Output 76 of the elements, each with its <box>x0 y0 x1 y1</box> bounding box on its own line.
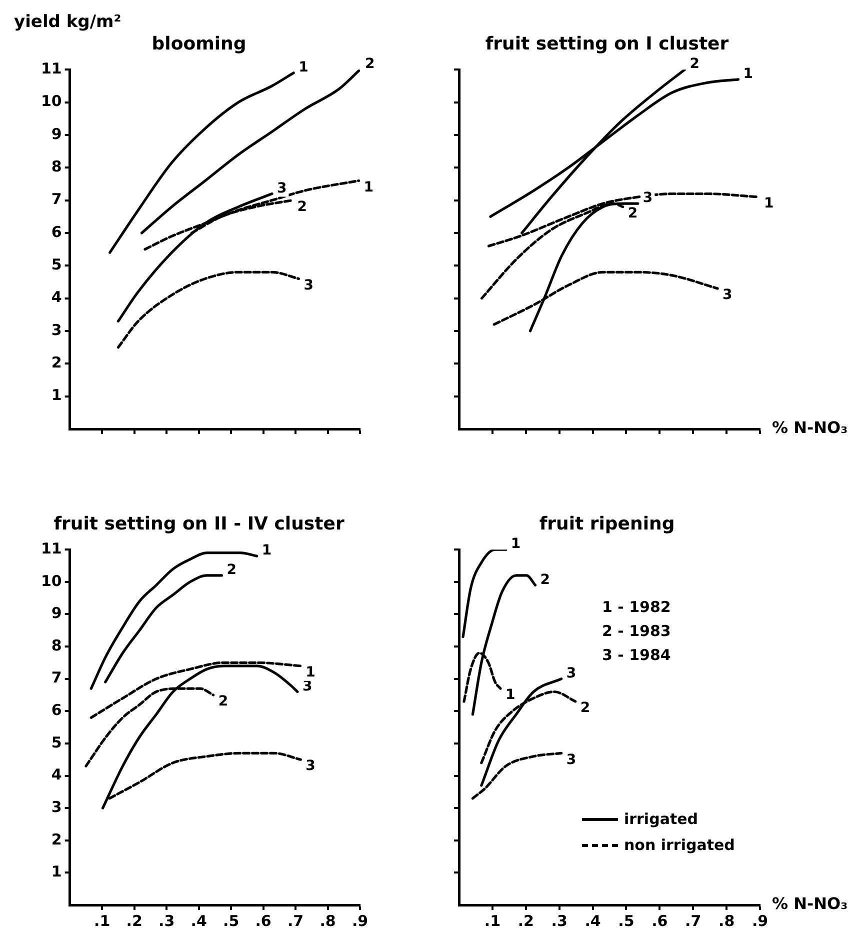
series-label: 1 <box>306 664 316 681</box>
y-tick-label: 6 <box>51 701 62 720</box>
x-tick-label: .6 <box>652 912 668 930</box>
series-label: 1 <box>743 66 754 82</box>
annotation: irrigated <box>624 810 698 828</box>
series-label: 1 <box>298 60 308 76</box>
series-label: 3 <box>722 287 732 304</box>
y-tick-label: 9 <box>51 124 62 143</box>
series-label: 2 <box>365 56 375 72</box>
y-axis-title: yield kg/m² <box>14 12 122 32</box>
chart-title: fruit setting on II - IV cluster <box>54 513 344 534</box>
y-tick-label: 4 <box>51 288 62 306</box>
x-tick-label: .3 <box>551 912 568 930</box>
y-tick-label: 1 <box>51 386 62 404</box>
y-tick-label: 9 <box>51 604 62 622</box>
x-axis-title: % N-NO₃ <box>772 418 848 438</box>
y-tick-label: 8 <box>51 636 62 654</box>
series-label: 3 <box>566 752 576 768</box>
series-label: 3 <box>304 277 314 294</box>
annotation: 1 - 1982 <box>602 598 671 616</box>
series-label: 3 <box>276 180 287 196</box>
chart-title: blooming <box>152 33 246 54</box>
series-label: 3 <box>642 190 653 206</box>
series-label: 1 <box>364 179 374 196</box>
x-tick-label: .5 <box>618 912 634 930</box>
y-tick-label: 3 <box>51 320 62 339</box>
annotation: non irrigated <box>624 836 735 854</box>
x-tick-label: .9 <box>352 912 368 930</box>
x-tick-label: .1 <box>94 912 110 930</box>
y-tick-label: 5 <box>51 256 62 274</box>
x-tick-label: .4 <box>190 912 207 930</box>
series-label: 1 <box>505 687 516 704</box>
x-tick-label: .3 <box>158 912 175 930</box>
annotation: 3 - 1984 <box>602 646 671 664</box>
y-tick-label: 8 <box>51 158 62 176</box>
y-tick-label: 11 <box>41 539 62 558</box>
y-tick-label: 2 <box>51 354 62 372</box>
series-label: 2 <box>628 205 638 222</box>
series-label: 2 <box>226 562 236 578</box>
chart-title: fruit ripening <box>539 513 675 534</box>
series-label: 2 <box>540 572 550 588</box>
x-tick-label: .7 <box>287 912 304 930</box>
x-tick-label: .8 <box>320 912 336 930</box>
series-label: 3 <box>306 758 316 774</box>
x-tick-label: .1 <box>484 912 501 930</box>
y-tick-label: 6 <box>51 222 62 241</box>
y-tick-label: 4 <box>51 766 62 784</box>
chart-title: fruit setting on I cluster <box>485 33 729 54</box>
x-tick-label: .2 <box>518 912 534 930</box>
x-tick-label: .7 <box>685 912 702 930</box>
y-tick-label: 10 <box>41 572 62 590</box>
series-label: 1 <box>764 196 774 212</box>
y-tick-label: 2 <box>51 830 62 848</box>
series-label: 3 <box>302 678 312 694</box>
x-axis-title: % N-NO₃ <box>772 894 848 914</box>
y-tick-label: 7 <box>51 668 62 687</box>
series-label: 1 <box>510 536 521 552</box>
x-tick-label: .2 <box>126 912 142 930</box>
y-tick-label: 7 <box>51 190 62 208</box>
series-label: 2 <box>690 56 700 72</box>
series-label: 1 <box>262 542 272 559</box>
series-label: 2 <box>218 694 228 710</box>
annotation: 2 - 1983 <box>602 622 671 640</box>
y-tick-label: 10 <box>41 92 62 110</box>
series-label: 2 <box>580 700 590 716</box>
x-tick-label: .9 <box>752 912 768 930</box>
y-tick-label: 5 <box>51 733 62 752</box>
x-tick-label: .8 <box>718 912 735 930</box>
series-label: 2 <box>297 198 308 215</box>
y-tick-label: 11 <box>41 59 62 78</box>
y-tick-label: 1 <box>51 862 62 881</box>
y-tick-label: 3 <box>51 798 62 816</box>
x-tick-label: .4 <box>584 912 601 930</box>
x-tick-label: .6 <box>255 912 272 930</box>
x-tick-label: .5 <box>222 912 240 930</box>
series-label: 3 <box>566 665 576 682</box>
